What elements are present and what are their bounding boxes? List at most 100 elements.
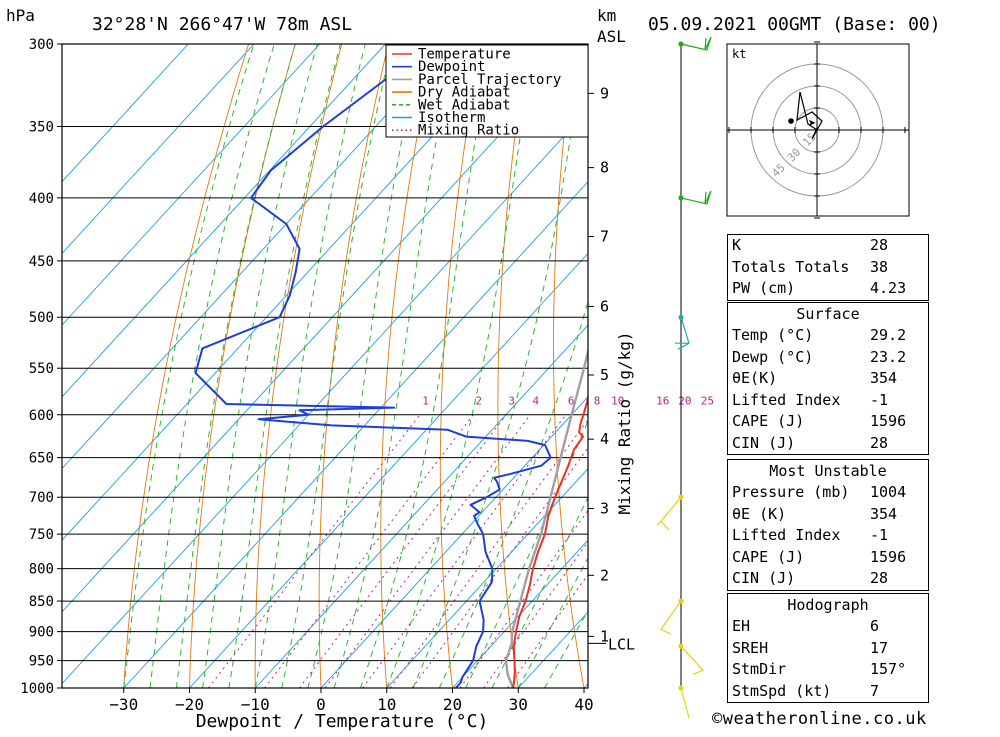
location-title: 32°28'N 266°47'W 78m ASL [92,14,352,35]
index-label: θE (K) [732,504,786,526]
wet-adiabat [255,44,365,688]
surface-header: Surface [728,303,928,325]
index-row: Pressure (mb)1004 [728,482,928,504]
index-value: 4.23 [870,278,924,300]
mixing-ratio-axis-title: Mixing Ratio (g/kg) [615,331,634,514]
mixing-ratio-label: 3 [508,395,515,408]
asl-unit-label: ASL [597,27,626,46]
km-tick-label: 3 [600,500,609,518]
index-value: 157° [870,659,924,681]
mixing-ratio-label: 1 [422,395,429,408]
legend-label: Mixing Ratio [418,123,519,139]
index-label: StmDir [732,659,786,681]
index-value: 28 [870,433,924,455]
pressure-tick-label: 600 [29,408,54,424]
wet-adiabat [466,44,707,688]
temperature-tick-label: 30 [509,695,528,714]
pressure-tick-label: 950 [29,654,54,670]
index-row: Lifted Index-1 [728,525,928,547]
index-row: EH 6 [728,616,928,638]
dry-adiabat [948,44,1000,688]
pressure-tick-label: 300 [29,37,54,53]
pressure-tick-label: 750 [29,527,54,543]
index-label: Lifted Index [732,390,840,412]
pressure-tick-label: 350 [29,119,54,135]
index-value: 354 [870,504,924,526]
mixing-ratio-label: 16 [656,395,669,408]
wind-barb [681,688,689,718]
km-tick-label: 9 [600,84,609,102]
index-row: CIN (J)28 [728,568,928,590]
index-value: 354 [870,368,924,390]
index-row: CIN (J)28 [728,433,928,455]
index-label: θE(K) [732,368,777,390]
wind-barb-dot [678,598,683,603]
pressure-axis: 3003504004505005506006507007508008509009… [20,37,62,697]
index-value: 17 [870,638,924,660]
sounding-series [196,44,628,688]
hodograph-unit: kt [732,47,746,61]
dry-adiabat [994,44,1000,688]
mixing-ratio-label: 2 [475,395,482,408]
temperature-tick-label: 40 [574,695,593,714]
dry-adiabat [554,44,585,688]
index-value: 1596 [870,547,924,569]
pressure-tick-label: 900 [29,625,54,641]
index-label: K [732,235,741,257]
pressure-tick-label: 650 [29,451,54,467]
index-value: 7 [870,681,924,703]
km-unit-label: km [597,6,616,25]
wet-adiabat [308,44,422,688]
pressure-tick-label: 400 [29,191,54,207]
index-label: EH [732,616,750,638]
pressure-tick-label: 850 [29,594,54,610]
dry-adiabat [660,44,716,688]
most-unstable-header: Most Unstable [728,460,928,482]
wet-adiabat [124,44,254,688]
isotherm [0,44,517,688]
wind-barb-dot [678,495,683,500]
index-value: -1 [870,525,924,547]
dry-adiabat [124,44,249,688]
index-row: CAPE (J) 1596 [728,547,928,569]
pressure-tick-label: 450 [29,254,54,270]
index-row: SREH 17 [728,638,928,660]
index-label: CAPE (J) [732,547,804,569]
wind-barb-dot [678,644,683,649]
temperature-tick-label: −30 [109,695,138,714]
index-value: 28 [870,235,924,257]
index-label: PW (cm) [732,278,795,300]
index-label: Dewp (°C) [732,347,813,369]
km-tick-label: 6 [600,297,609,315]
hodograph-table-header: Hodograph [728,594,928,616]
credit-link[interactable]: ©weatheronline.co.uk [712,709,927,729]
mixing-ratio-label: 20 [678,395,691,408]
isotherm [58,44,649,688]
wind-profile [657,37,711,718]
index-row: Lifted Index-1 [728,390,928,412]
index-label: SREH [732,638,768,660]
pressure-tick-label: 700 [29,490,54,506]
pressure-tick-label: 1000 [20,681,54,697]
km-tick-label: 7 [600,228,609,246]
mixing-ratio-line [508,415,703,688]
index-label: Temp (°C) [732,325,813,347]
dry-adiabat [381,44,435,688]
isotherm [0,44,386,688]
km-tick-label: 5 [600,366,609,384]
pressure-tick-label: 800 [29,562,54,578]
wind-barb [681,646,703,674]
wind-barb-dot [678,41,683,46]
index-value: 6 [870,616,924,638]
index-label: CIN (J) [732,568,795,590]
lcl-label: LCL [608,635,635,653]
index-row: Dewp (°C)23.2 [728,347,928,369]
x-axis-title: Dewpoint / Temperature (°C) [196,711,489,732]
pressure-tick-label: 500 [29,310,54,326]
